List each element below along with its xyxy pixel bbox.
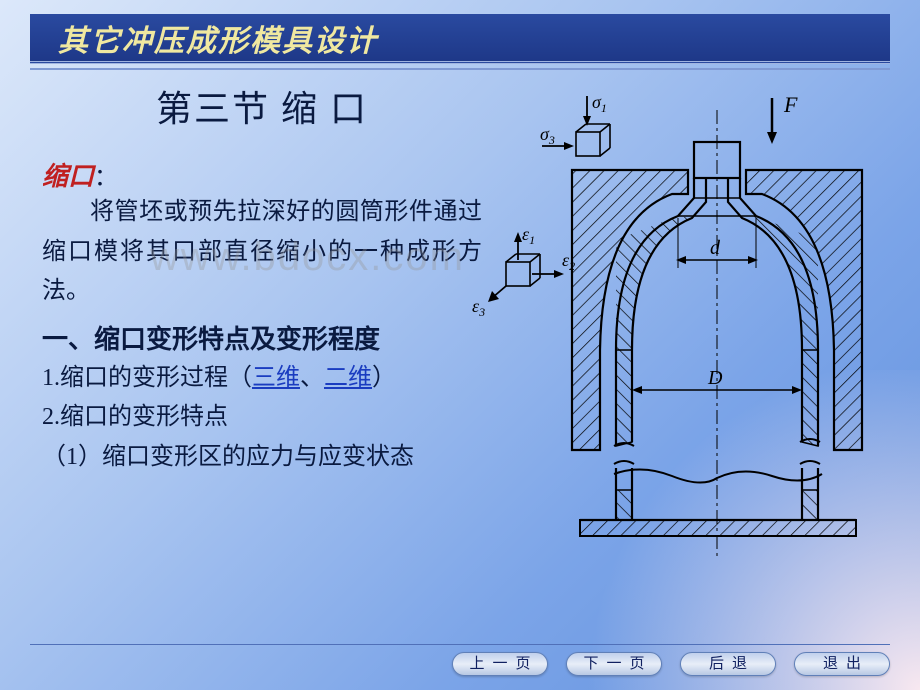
svg-text:ε1: ε1 — [522, 224, 535, 247]
label-F: F — [783, 92, 798, 117]
colon: ： — [94, 165, 118, 191]
figure-column: F σ1 σ3 — [482, 80, 878, 630]
text-column: 第三节 缩 口 缩口： 将管坯或预先拉深好的圆筒形件通过缩口模将其口部直径缩小的… — [42, 80, 482, 630]
link-3d[interactable]: 三维 — [252, 365, 300, 391]
term-line: 缩口： — [42, 156, 482, 193]
item1-suffix: ） — [372, 365, 396, 391]
header-title: 其它冲压成形模具设计 — [58, 16, 378, 60]
back-button[interactable]: 后退 — [680, 652, 776, 676]
header-underline — [30, 68, 890, 70]
section-1-heading: 一、缩口变形特点及变形程度 — [42, 320, 482, 359]
svg-text:ε3: ε3 — [472, 296, 485, 319]
term: 缩口 — [42, 162, 94, 191]
necking-diagram: F σ1 σ3 — [472, 90, 892, 570]
definition-text: 将管坯或预先拉深好的圆筒形件通过缩口模将其口部直径缩小的一种成形方法。 — [42, 193, 482, 312]
item-2: 2.缩口的变形特点 — [42, 398, 482, 438]
header-bar: 其它冲压成形模具设计 — [30, 14, 890, 64]
item-3: （1）缩口变形区的应力与应变状态 — [42, 438, 482, 478]
link-2d[interactable]: 二维 — [324, 365, 372, 391]
svg-text:σ3: σ3 — [540, 124, 555, 147]
label-D: D — [707, 367, 723, 389]
next-button[interactable]: 下一页 — [566, 652, 662, 676]
item1-sep: 、 — [300, 365, 324, 391]
section-title: 第三节 缩 口 — [42, 80, 482, 132]
prev-button[interactable]: 上一页 — [452, 652, 548, 676]
main-content: 第三节 缩 口 缩口： 将管坯或预先拉深好的圆筒形件通过缩口模将其口部直径缩小的… — [42, 80, 878, 630]
item-1: 1.缩口的变形过程（三维、二维） — [42, 359, 482, 399]
exit-button[interactable]: 退出 — [794, 652, 890, 676]
item1-prefix: 1.缩口的变形过程（ — [42, 365, 252, 391]
svg-text:σ1: σ1 — [592, 92, 607, 115]
nav-bar: 上一页 下一页 后退 退出 — [30, 644, 890, 676]
label-d: d — [710, 237, 721, 259]
